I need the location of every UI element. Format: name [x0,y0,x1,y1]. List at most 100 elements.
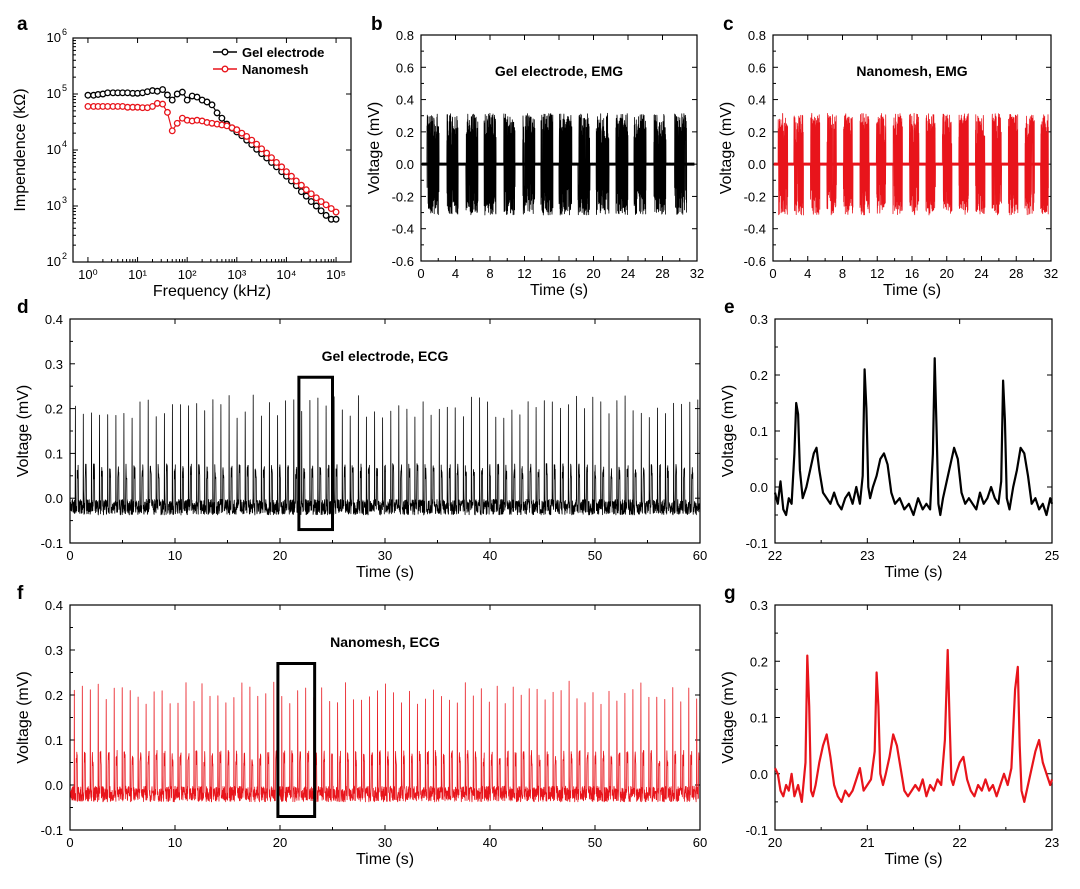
y-tick-label: 0.8 [396,28,414,43]
zoom-highlight-box [297,375,334,532]
data-point [159,86,167,94]
x-tick-label: 20 [940,266,954,281]
data-point [263,149,271,157]
x-tick-label: 23 [860,548,874,563]
y-tick-label: 0.3 [45,357,63,372]
y-tick-label: 0.2 [750,654,768,669]
chart-panel-b: b 0 4 8 12 16 20 24 28 32 -0.6 -0.4 -0.2 0.0 0.2 0.4 0.6… [366,14,704,299]
y-tick-label: 0.4 [45,312,63,327]
y-axis-label: Voltage (mV) [720,671,737,763]
y-tick-label: 0.4 [396,93,414,108]
y-tick-label: 0.3 [750,312,768,327]
data-point [292,177,300,185]
x-axis-label: Time (s) [356,564,414,581]
data-point [302,186,310,194]
data-point [322,211,330,219]
data-point [317,207,325,215]
y-tick-label: -0.4 [392,222,414,237]
y-tick-label: -0.1 [41,823,63,838]
data-point [258,145,266,153]
y-tick-label: 0.1 [45,446,63,461]
x-tick-label: 28 [1009,266,1023,281]
y-tick-label-exp: 3 [62,195,67,205]
x-tick-label: 40 [483,835,497,850]
y-tick-label: -0.1 [41,536,63,551]
x-tick-label: 24 [952,548,966,563]
panel-letter: g [724,583,736,604]
y-axis-label: Impendence (kΩ) [12,88,29,211]
series-line [773,357,1054,517]
y-tick-label: 0.8 [748,28,766,43]
data-point [297,181,305,189]
y-tick-label: -0.6 [744,254,766,269]
y-tick-label: 10 [47,198,61,213]
data-point [273,158,280,166]
legend-entry: Nanomesh [213,62,309,77]
y-tick-label: 10 [47,142,61,157]
ecg-trace [70,680,700,803]
chart-panel-e: e 22 23 24 25 -0.1 0.0 0.1 0.2 0.3 Time (s) Voltage… [720,297,1059,581]
data-point [278,163,286,171]
x-tick-label: 40 [483,548,497,563]
data-point [282,168,290,176]
y-tick-label: 0.2 [748,125,766,140]
x-tick-label: 10² [178,267,197,282]
data-point [193,93,201,101]
x-axis-label: Frequency (kHz) [153,283,271,300]
y-tick-label: 0.3 [750,598,768,613]
x-tick-label: 10 [168,548,182,563]
chart-panel-c: c 0 4 8 12 16 20 24 28 32 -0.6 -0.4 -0.2 0.0 0.2 0.4 0.6… [718,14,1058,299]
x-tick-label: 10³ [227,267,246,282]
data-point [307,198,315,206]
panel-letter: f [17,583,24,604]
x-axis-label: Time (s) [884,851,942,868]
chart-panel-g: g 20 21 22 23 -0.1 0.0 0.1 0.2 0.3 Time (s) Voltage… [720,583,1059,868]
x-tick-label: 0 [417,266,424,281]
y-tick-label: 0.1 [750,424,768,439]
x-tick-label: 10 [168,835,182,850]
x-tick-label: 21 [860,835,874,850]
y-tick-label: -0.4 [744,222,766,237]
x-tick-label: 50 [588,835,602,850]
data-point [332,208,340,216]
data-point [84,91,92,99]
y-tick-label: 0.6 [396,60,414,75]
y-tick-label: 10 [47,30,61,45]
x-axis-label: Time (s) [530,282,588,299]
legend-marker [221,48,229,56]
data-point [243,132,251,140]
x-tick-label: 4 [452,266,459,281]
data-point [173,119,181,127]
x-tick-label: 12 [517,266,531,281]
y-tick-label: 10 [47,254,61,269]
chart-panel-f: f 0 10 20 30 40 50 60 -0.1 0.0 0.1 0.2 0.3 0.4 Time (s… [15,583,707,868]
x-axis-label: Time (s) [883,282,941,299]
y-tick-label: 0.0 [748,157,766,172]
x-tick-label: 32 [690,266,704,281]
y-axis-label: Voltage (mV) [720,385,737,477]
data-point [238,129,246,137]
y-tick-label: -0.2 [744,189,766,204]
chart-panel-d: d 0 10 20 30 40 50 60 -0.1 0.0 0.1 0.2 0.3 0.4 Time (s… [15,297,707,581]
y-tick-label: 0.3 [45,643,63,658]
data-point [327,205,335,213]
chart-title: Nanomesh, EMG [856,63,967,79]
x-tick-label: 30 [378,548,392,563]
y-tick-label: 0.0 [750,480,768,495]
data-point [312,194,320,202]
panel-letter: b [371,14,383,35]
x-tick-label: 20 [273,835,287,850]
data-point [208,101,216,109]
x-tick-label: 50 [588,548,602,563]
y-axis-label: Voltage (mV) [15,385,32,477]
x-tick-label: 0 [769,266,776,281]
data-point [317,198,325,206]
y-tick-label: 0.0 [45,491,63,506]
x-tick-label: 25 [1045,548,1059,563]
data-point [84,102,92,110]
data-point [149,102,156,110]
series-line [774,648,1054,804]
data-point [268,154,275,162]
data-point [163,91,171,99]
panel-letter: e [724,297,735,318]
